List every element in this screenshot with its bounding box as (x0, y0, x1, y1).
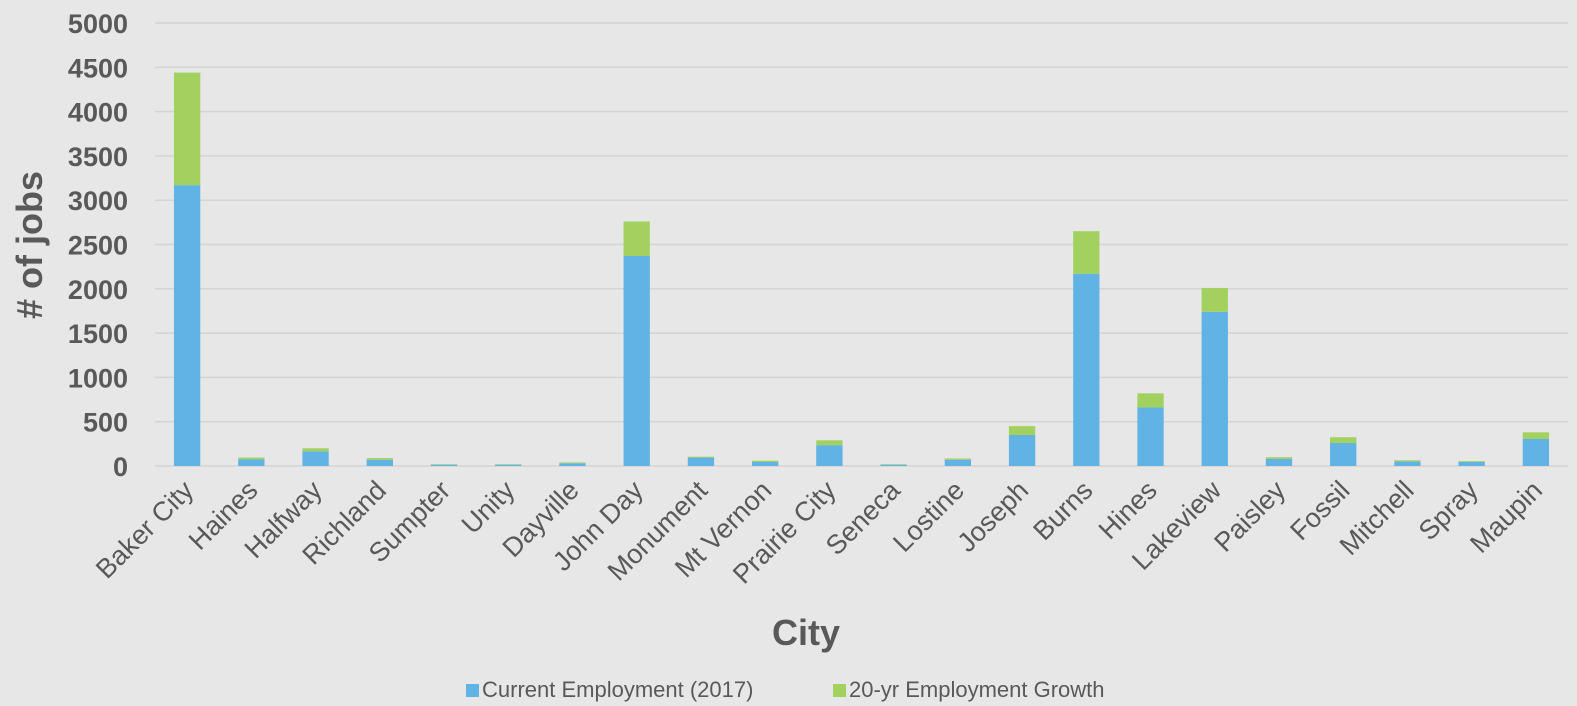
x-tick-label: Baker City (90, 475, 200, 585)
y-tick-label: 4500 (68, 53, 128, 83)
bar-current-haines (238, 459, 265, 466)
bar-growth-fossil (1330, 437, 1357, 443)
gridlines (155, 22, 1568, 467)
bar-growth-paisley (1265, 457, 1293, 459)
bar-current-richland (366, 459, 393, 466)
y-tick-label: 0 (113, 452, 128, 482)
bar-current-hines (1137, 407, 1164, 466)
bar-growth-hines (1137, 393, 1164, 408)
y-tick-label: 1000 (68, 363, 128, 393)
x-tick-label: Joseph (952, 475, 1035, 558)
bar-current-john-day (623, 256, 650, 466)
bar-current-lakeview (1201, 311, 1228, 466)
y-tick-label: 5000 (68, 9, 128, 39)
x-axis-title: City (772, 612, 840, 653)
legend-label: Current Employment (2017) (482, 677, 753, 702)
bar-current-prairie-city (816, 445, 843, 466)
bar-growth-richland (366, 458, 393, 460)
bar-current-seneca (880, 464, 907, 466)
bar-current-maupin (1522, 438, 1550, 466)
bar-current-joseph (1008, 434, 1036, 466)
bar-growth-lakeview (1201, 287, 1228, 312)
x-tick-label: Burns (1027, 475, 1098, 546)
y-tick-label: 3000 (68, 186, 128, 216)
bar-current-halfway (302, 451, 329, 466)
bar-current-mitchell (1394, 461, 1421, 466)
bar-current-baker-city (173, 185, 201, 466)
bar-growth-mitchell (1394, 460, 1421, 462)
bars (173, 72, 1550, 466)
bar-current-unity (495, 464, 522, 466)
x-tick-label: Seneca (820, 474, 907, 561)
legend-label: 20-yr Employment Growth (849, 677, 1105, 702)
bar-growth-haines (238, 457, 265, 460)
bar-growth-halfway (302, 448, 329, 452)
bar-growth-monument (687, 456, 715, 458)
y-tick-label: 1500 (68, 319, 128, 349)
legend-swatch (833, 684, 846, 697)
bar-growth-unity (495, 464, 522, 465)
bar-current-sumpter (430, 464, 458, 466)
x-tick-label: Maupin (1464, 475, 1548, 559)
x-tick-label: Lostine (887, 475, 970, 558)
bar-growth-spray (1458, 461, 1485, 463)
bar-growth-maupin (1522, 432, 1550, 439)
bar-growth-mt-vernon (751, 460, 779, 463)
bar-growth-prairie-city (816, 440, 843, 446)
bar-growth-john-day (623, 221, 650, 257)
bar-current-monument (687, 457, 715, 466)
legend-swatch (466, 684, 479, 697)
y-tick-label: 2500 (68, 231, 128, 261)
bar-growth-lostine (944, 458, 972, 460)
y-tick-label: 4000 (68, 98, 128, 128)
y-axis-title: # of jobs (9, 171, 50, 319)
y-tick-label: 3500 (68, 142, 128, 172)
bar-growth-seneca (880, 464, 907, 465)
bar-current-paisley (1265, 458, 1293, 466)
bar-growth-sumpter (430, 464, 458, 465)
bar-current-lostine (944, 459, 972, 466)
bar-growth-baker-city (173, 72, 201, 186)
bar-current-dayville (559, 463, 586, 466)
y-tick-label: 500 (83, 408, 128, 438)
bar-growth-dayville (559, 462, 586, 464)
y-axis-ticks: 0 500 1000 1500 2000 2500 3000 3500 4000 4500 5000 (68, 9, 128, 482)
legend: Current Employment (2017) 20-yr Employmen… (466, 677, 1105, 702)
x-tick-label: Paisley (1208, 475, 1291, 558)
y-tick-label: 2000 (68, 275, 128, 305)
bar-current-burns (1073, 273, 1100, 466)
bar-growth-burns (1073, 231, 1100, 274)
bar-current-spray (1458, 462, 1485, 466)
bar-current-mt-vernon (751, 462, 779, 466)
bar-current-fossil (1330, 442, 1357, 466)
bar-growth-joseph (1008, 426, 1036, 435)
